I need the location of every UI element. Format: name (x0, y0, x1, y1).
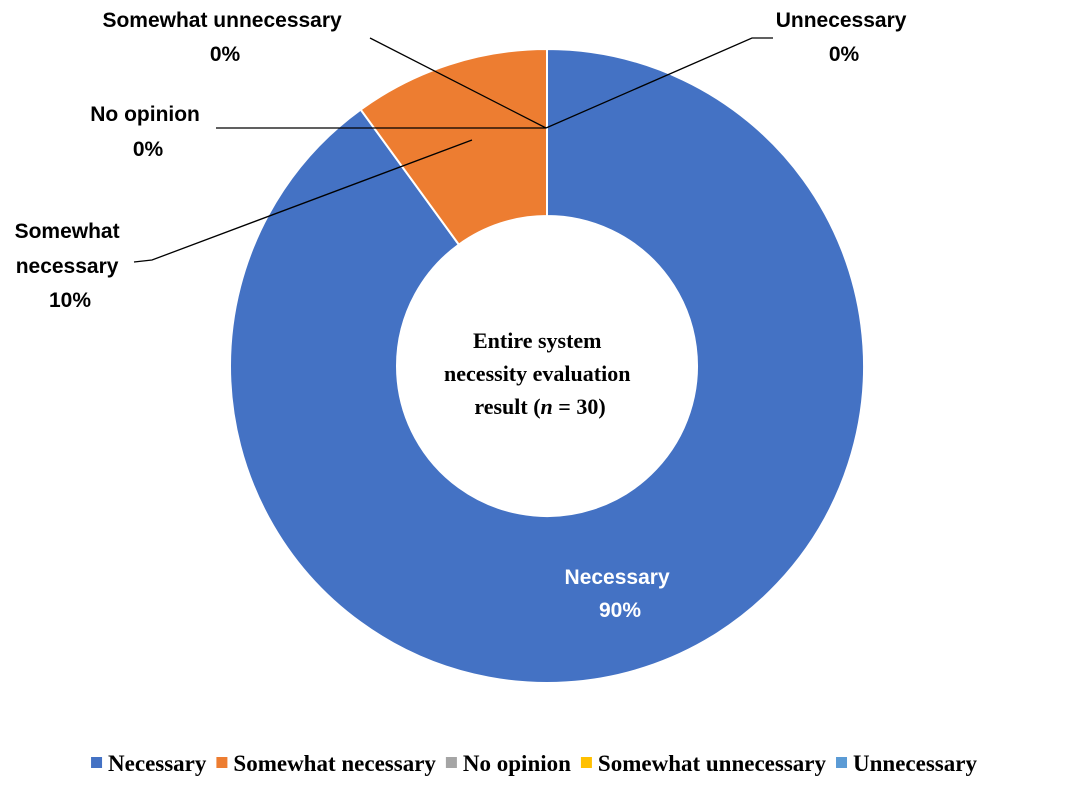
leader-lines (133, 37, 773, 263)
legend-label-no-opinion: No opinion (463, 751, 571, 776)
leader-line-somewhat-unnecessary (369, 37, 547, 129)
legend-swatch-somewhat-unnecessary (580, 757, 592, 768)
legend-swatch-no-opinion (445, 757, 457, 768)
data-label-necessary: Necessary 90% (565, 566, 676, 622)
leader-line-unnecessary (545, 37, 773, 129)
slice-necessary (229, 47, 865, 684)
data-label-no-opinion: No opinion 0% (90, 103, 205, 161)
leader-line-somewhat-necessary (133, 139, 473, 263)
center-label: Entire system necessity evaluation resul… (444, 328, 636, 419)
data-labels: Somewhat unnecessary 0% Unnecessary 0% N… (15, 9, 913, 622)
legend: Necessary Somewhat necessary No opinion Som… (91, 751, 977, 776)
legend-swatch-necessary (91, 757, 103, 768)
data-label-somewhat-unnecessary: Somewhat unnecessary 0% (102, 9, 347, 66)
legend-swatch-somewhat-necessary (216, 757, 228, 768)
legend-swatch-unnecessary (836, 757, 848, 768)
legend-label-necessary: Necessary (108, 751, 207, 776)
data-label-unnecessary: Unnecessary 0% (776, 9, 913, 66)
data-label-somewhat-necessary: Somewhat necessary 10% (15, 220, 126, 312)
legend-label-unnecessary: Unnecessary (853, 751, 977, 776)
legend-label-somewhat-unnecessary: Somewhat unnecessary (598, 751, 827, 776)
legend-label-somewhat-necessary: Somewhat necessary (233, 751, 436, 776)
